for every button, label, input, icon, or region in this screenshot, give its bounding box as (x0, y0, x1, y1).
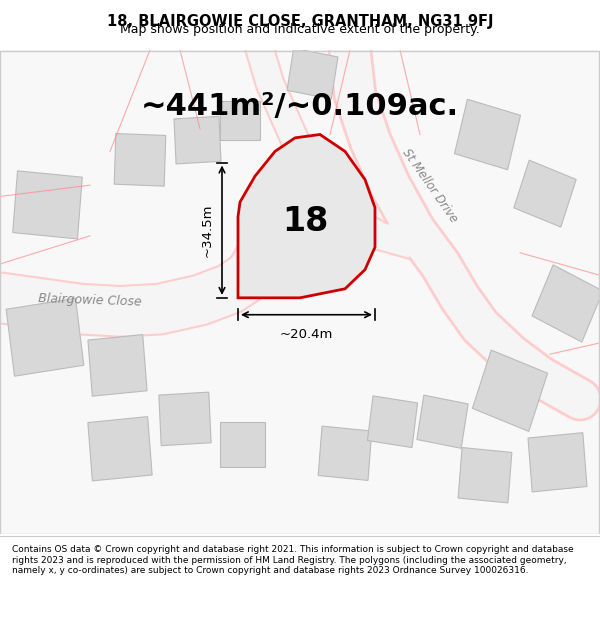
Text: Map shows position and indicative extent of the property.: Map shows position and indicative extent… (120, 23, 480, 36)
Bar (454, 99, 521, 170)
Bar (220, 101, 260, 140)
Bar (458, 448, 512, 503)
Bar (514, 160, 576, 227)
Bar (88, 417, 152, 481)
Bar (159, 392, 211, 446)
Bar (13, 171, 82, 239)
Bar (417, 395, 468, 448)
Bar (114, 134, 166, 186)
Bar (528, 432, 587, 492)
Polygon shape (238, 134, 375, 298)
Text: ~441m²/~0.109ac.: ~441m²/~0.109ac. (141, 92, 459, 121)
Bar (88, 334, 147, 396)
Text: 18: 18 (282, 205, 328, 238)
Text: 18, BLAIRGOWIE CLOSE, GRANTHAM, NG31 9FJ: 18, BLAIRGOWIE CLOSE, GRANTHAM, NG31 9FJ (107, 14, 493, 29)
Bar (287, 48, 338, 99)
Text: St Mellor Drive: St Mellor Drive (400, 146, 460, 224)
Bar (532, 265, 600, 342)
Text: ~34.5m: ~34.5m (201, 204, 214, 257)
Bar (6, 298, 84, 376)
Bar (220, 422, 265, 467)
Text: Contains OS data © Crown copyright and database right 2021. This information is : Contains OS data © Crown copyright and d… (12, 545, 574, 575)
Text: ~20.4m: ~20.4m (280, 328, 333, 341)
Bar (367, 396, 418, 448)
Bar (174, 116, 221, 164)
Text: Blairgowie Close: Blairgowie Close (38, 292, 142, 308)
Bar (472, 350, 548, 431)
Bar (318, 426, 372, 481)
